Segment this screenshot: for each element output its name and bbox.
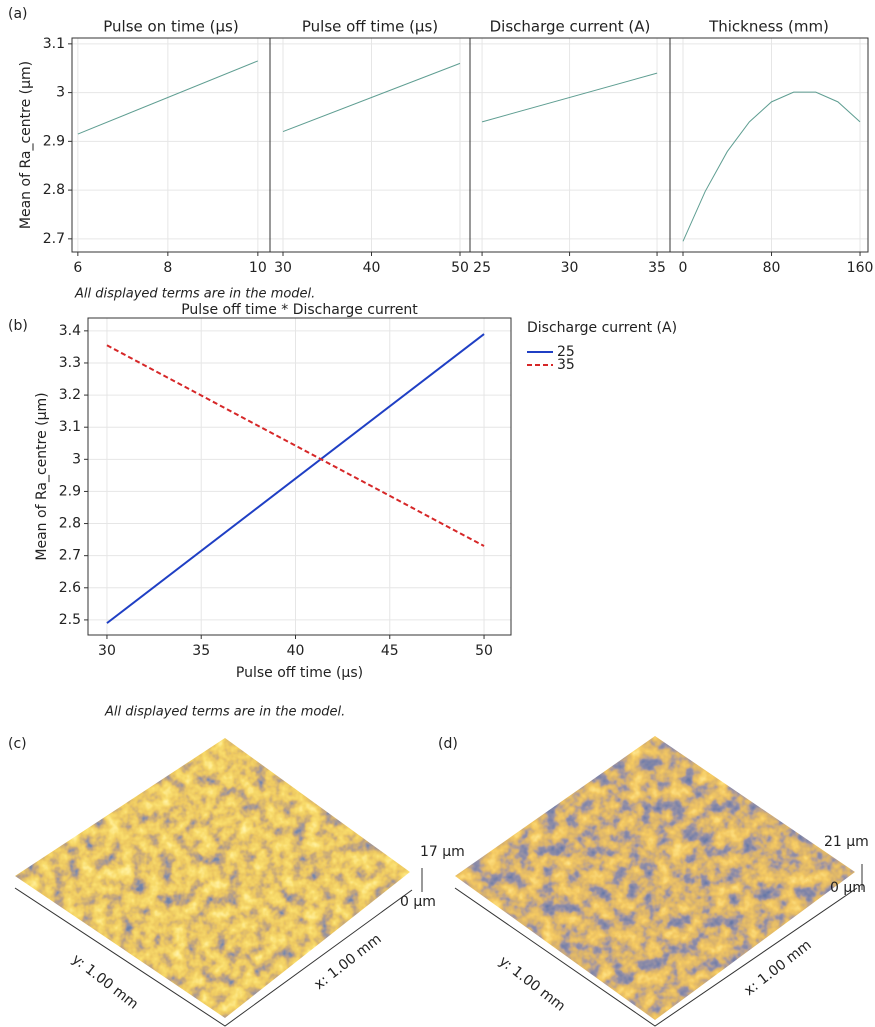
y-tick-label: 2.8 [59, 516, 81, 532]
y-axis-label: Mean of Ra_centre (µm) [34, 392, 50, 560]
data-line [282, 62, 461, 133]
x-tick-label: 40 [287, 643, 305, 659]
x-tick-label: 160 [847, 260, 874, 276]
z-bottom-label: 0 µm [830, 880, 866, 896]
plot-frame [71, 37, 271, 253]
x-tick-label: 0 [679, 260, 688, 276]
chart-title: Pulse off time (µs) [302, 18, 438, 36]
y-tick-label: 3.2 [59, 387, 81, 403]
x-tick-label: 30 [98, 643, 116, 659]
legend-label: 35 [557, 357, 575, 373]
surface-panel: (c) 17 µm 0 µm y: 1.00 mm x: 1.00 mm [8, 736, 465, 1027]
y-axis-label: y: 1.00 mm [496, 953, 568, 1014]
x-tick-label: 30 [561, 260, 579, 276]
y-tick-label: 2.6 [59, 580, 81, 596]
legend-label: 25 [557, 344, 575, 360]
z-bottom-label: 0 µm [400, 894, 436, 910]
y-tick-label: 3.3 [59, 355, 81, 371]
data-line [106, 333, 485, 624]
surface-panel: (d) 21 µm 0 µm y: 1.00 mm x: 1.00 mm [438, 736, 869, 1027]
y-axis-label: Mean of Ra_centre (µm) [18, 61, 34, 229]
surface-axis [454, 887, 858, 1027]
plot-frame [669, 37, 869, 253]
x-tick-label: 30 [274, 260, 292, 276]
y-tick-label: 3.4 [59, 323, 81, 339]
x-tick-label: 40 [363, 260, 381, 276]
chart-title: Discharge current (A) [490, 18, 651, 36]
y-tick-label: 2.7 [43, 231, 65, 247]
y-tick-label: 2.9 [43, 133, 65, 149]
data-line [682, 91, 861, 242]
x-tick-label: 35 [648, 260, 666, 276]
panel-label: (d) [438, 736, 458, 752]
x-tick-label: 25 [473, 260, 491, 276]
legend-title: Discharge current (A) [527, 320, 677, 336]
panel-label: (a) [8, 6, 28, 22]
y-tick-label: 3.1 [59, 419, 81, 435]
data-line [77, 60, 259, 135]
y-tick-label: 2.5 [59, 612, 81, 628]
x-tick-label: 50 [475, 643, 493, 659]
x-tick-label: 45 [381, 643, 399, 659]
plot-frame [269, 37, 471, 253]
y-tick-label: 3 [72, 451, 81, 467]
surface-axis [14, 887, 413, 1027]
y-tick-label: 2.9 [59, 483, 81, 499]
y-tick-label: 2.8 [43, 182, 65, 198]
chart-title: Thickness (mm) [708, 18, 829, 36]
model-note: All displayed terms are in the model. [104, 705, 345, 720]
x-tick-label: 10 [249, 260, 267, 276]
x-tick-label: 8 [163, 260, 172, 276]
x-tick-label: 50 [451, 260, 469, 276]
y-axis-label: y: 1.00 mm [69, 951, 141, 1012]
x-axis-label: Pulse off time (µs) [236, 665, 363, 681]
panel-label: (c) [8, 736, 27, 752]
z-top-label: 21 µm [824, 834, 869, 850]
data-line [106, 344, 485, 547]
surface-map [455, 736, 855, 1020]
panel-label: (b) [8, 318, 28, 334]
data-line [481, 72, 658, 123]
y-tick-label: 3.1 [43, 36, 65, 52]
surface-map [15, 738, 410, 1018]
model-note: All displayed terms are in the model. [74, 287, 315, 302]
y-tick-label: 2.7 [59, 548, 81, 564]
y-tick-label: 3 [56, 85, 65, 101]
chart-title: Pulse off time * Discharge current [181, 302, 418, 318]
plot-frame [87, 317, 512, 636]
x-tick-label: 80 [763, 260, 781, 276]
x-tick-label: 6 [73, 260, 82, 276]
chart-title: Pulse on time (µs) [103, 18, 238, 36]
x-tick-label: 35 [192, 643, 210, 659]
z-top-label: 17 µm [420, 844, 465, 860]
